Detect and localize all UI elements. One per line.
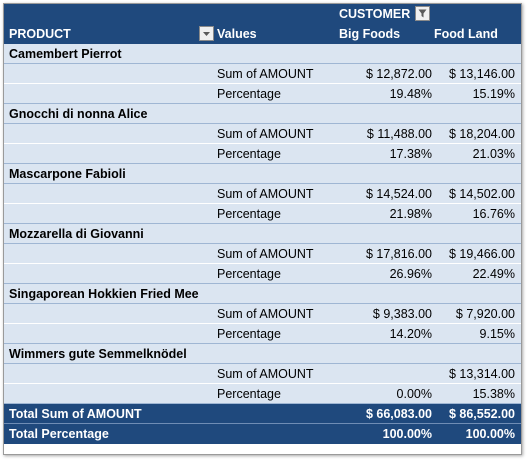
value-cell[interactable]: $ 14,524.00 [365, 187, 432, 201]
value-cell[interactable]: $ 19,466.00 [448, 247, 515, 261]
value-cell[interactable]: 26.96% [389, 267, 432, 281]
value-cell[interactable] [342, 364, 432, 384]
value-cell[interactable]: 19.48% [389, 87, 432, 101]
percentage-row: Percentage 19.48% 15.19% [4, 84, 521, 104]
product-row[interactable]: Camembert Pierrot [4, 44, 521, 64]
percentage-row: Percentage 21.98% 16.76% [4, 204, 521, 224]
sum-row: Sum of AMOUNT $ 12,872.00 $ 13,146.00 [4, 64, 521, 84]
metric-label: Sum of AMOUNT [217, 307, 314, 321]
percentage-row: Percentage 17.38% 21.03% [4, 144, 521, 164]
value-cell[interactable]: $ 13,146.00 [448, 67, 515, 81]
total-value-cell[interactable]: 100.00% [382, 427, 432, 441]
value-cell[interactable]: $ 14,502.00 [448, 187, 515, 201]
column-field-header-row: CUSTOMER [4, 4, 521, 24]
sum-row: Sum of AMOUNT $ 14,524.00 $ 14,502.00 [4, 184, 521, 204]
value-cell[interactable]: 14.20% [389, 327, 432, 341]
row-field-label[interactable]: PRODUCT [9, 27, 71, 41]
value-cell[interactable]: $ 12,872.00 [365, 67, 432, 81]
metric-label: Percentage [217, 387, 281, 401]
value-cell[interactable]: 15.38% [472, 387, 515, 401]
metric-label: Percentage [217, 327, 281, 341]
metric-label: Sum of AMOUNT [217, 187, 314, 201]
total-percentage-label: Total Percentage [9, 427, 109, 441]
sum-row: Sum of AMOUNT $ 9,383.00 $ 7,920.00 [4, 304, 521, 324]
percentage-row: Percentage 0.00% 15.38% [4, 384, 521, 404]
pivot-grid: CUSTOMER PRODUCT Values Big Foods Food L… [3, 3, 522, 455]
metric-label: Sum of AMOUNT [217, 367, 314, 381]
product-row[interactable]: Gnocchi di nonna Alice [4, 104, 521, 124]
funnel-filter-icon[interactable] [415, 6, 430, 21]
metric-label: Percentage [217, 87, 281, 101]
value-cell[interactable]: $ 9,383.00 [372, 307, 432, 321]
values-label: Values [217, 27, 257, 41]
total-sum-label: Total Sum of AMOUNT [9, 407, 142, 421]
sum-row: Sum of AMOUNT $ 13,314.00 [4, 364, 521, 384]
product-row[interactable]: Mascarpone Fabioli [4, 164, 521, 184]
percentage-row: Percentage 26.96% 22.49% [4, 264, 521, 284]
metric-label: Sum of AMOUNT [217, 127, 314, 141]
column-header-food-land[interactable]: Food Land [434, 27, 498, 41]
total-value-cell[interactable]: $ 86,552.00 [448, 407, 515, 421]
value-cell[interactable]: 21.98% [389, 207, 432, 221]
sum-row: Sum of AMOUNT $ 17,816.00 $ 19,466.00 [4, 244, 521, 264]
product-label: Camembert Pierrot [9, 47, 122, 61]
value-cell[interactable]: 17.38% [389, 147, 432, 161]
value-cell[interactable]: $ 18,204.00 [448, 127, 515, 141]
total-value-cell[interactable]: $ 66,083.00 [365, 407, 432, 421]
metric-label: Percentage [217, 147, 281, 161]
metric-label: Sum of AMOUNT [217, 247, 314, 261]
percentage-row: Percentage 14.20% 9.15% [4, 324, 521, 344]
dropdown-arrow-icon[interactable] [199, 26, 214, 41]
total-sum-row: Total Sum of AMOUNT $ 66,083.00 $ 86,552… [4, 404, 521, 424]
value-cell[interactable]: 9.15% [479, 327, 515, 341]
total-value-cell[interactable]: 100.00% [465, 427, 515, 441]
value-cell[interactable]: 15.19% [472, 87, 515, 101]
column-header-big-foods[interactable]: Big Foods [339, 27, 401, 41]
row-field-header-row: PRODUCT Values Big Foods Food Land [4, 24, 521, 44]
metric-label: Sum of AMOUNT [217, 67, 314, 81]
value-cell[interactable]: $ 17,816.00 [365, 247, 432, 261]
column-field-label[interactable]: CUSTOMER [339, 7, 411, 21]
product-label: Mozzarella di Giovanni [9, 227, 144, 241]
product-label: Wimmers gute Semmelknödel [9, 347, 187, 361]
value-cell[interactable]: 22.49% [472, 267, 515, 281]
metric-label: Percentage [217, 267, 281, 281]
value-cell[interactable]: $ 7,920.00 [455, 307, 515, 321]
value-cell[interactable]: 21.03% [472, 147, 515, 161]
sum-row: Sum of AMOUNT $ 11,488.00 $ 18,204.00 [4, 124, 521, 144]
total-percentage-row: Total Percentage 100.00% 100.00% [4, 424, 521, 444]
value-cell[interactable]: 0.00% [396, 387, 432, 401]
product-label: Singaporean Hokkien Fried Mee [9, 287, 199, 301]
value-cell[interactable]: 16.76% [472, 207, 515, 221]
value-cell[interactable]: $ 13,314.00 [448, 367, 515, 381]
product-row[interactable]: Wimmers gute Semmelknödel [4, 344, 521, 364]
metric-label: Percentage [217, 207, 281, 221]
product-label: Mascarpone Fabioli [9, 167, 126, 181]
product-label: Gnocchi di nonna Alice [9, 107, 148, 121]
product-row[interactable]: Mozzarella di Giovanni [4, 224, 521, 244]
value-cell[interactable]: $ 11,488.00 [366, 127, 432, 141]
product-row[interactable]: Singaporean Hokkien Fried Mee [4, 284, 521, 304]
